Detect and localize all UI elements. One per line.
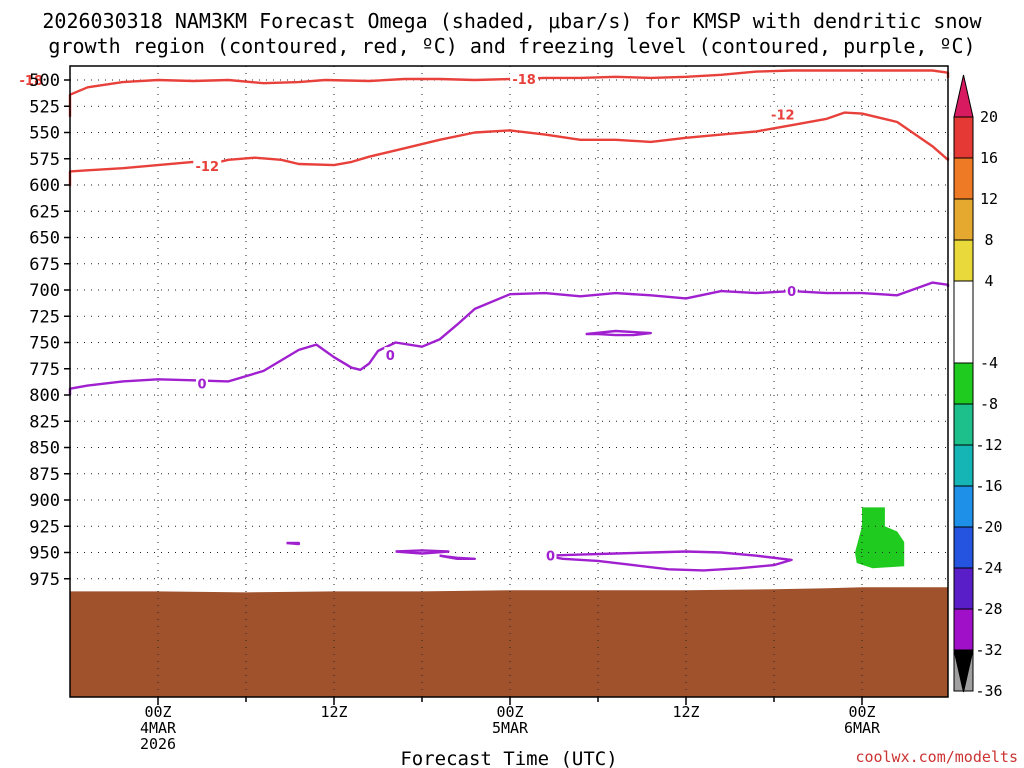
omega-region-green-lower-right xyxy=(855,507,905,569)
contour-minus18 xyxy=(68,69,950,117)
x-tick-label-0-2: 4MAR xyxy=(140,719,177,737)
contour-zero-near-surface xyxy=(544,550,793,572)
colorbar-bin-top xyxy=(953,74,974,118)
y-tick-label-500: 500 xyxy=(29,71,60,91)
y-tick-label-700: 700 xyxy=(29,281,60,301)
contour-label-minus12-0: -12 xyxy=(196,160,220,175)
colorbar-label-8: -16 xyxy=(975,477,1002,495)
colorbar-label-7: -12 xyxy=(975,436,1002,454)
surface-ground xyxy=(70,587,948,697)
contour-labels: -18 -18 -12 -12 0 0 0 0 xyxy=(17,70,798,565)
omega-shading xyxy=(855,507,905,569)
y-tick-label-600: 600 xyxy=(29,176,60,196)
y-tick-label-775: 775 xyxy=(29,360,60,380)
contour-label-bg-minus18-1 xyxy=(510,70,539,86)
contour-label-minus18-0: -18 xyxy=(20,74,44,89)
y-tick-label-675: 675 xyxy=(29,255,60,275)
colorbar-bin-1 xyxy=(953,116,974,159)
contour-label-bg-minus12-1 xyxy=(768,106,797,122)
contour-label-bg-zero-main-1 xyxy=(384,347,397,363)
contour-label-minus18-1: -18 xyxy=(512,73,536,88)
colorbar-label-2: 12 xyxy=(980,190,998,208)
y-tick-label-750: 750 xyxy=(29,334,60,354)
pressure-axis: 500 525 550 575 600 625 650 675 700 725 750 775 800 8… xyxy=(29,71,70,590)
colorbar-label-4: 4 xyxy=(984,272,993,290)
y-tick-label-825: 825 xyxy=(29,412,60,432)
colorbar-bin-8 xyxy=(953,444,974,487)
contour-zero-blob-d xyxy=(286,541,300,546)
colorbar-label-1: 16 xyxy=(980,149,998,167)
colorbar-bin-4 xyxy=(953,239,974,282)
y-tick-label-850: 850 xyxy=(29,439,60,459)
y-tick-label-950: 950 xyxy=(29,544,60,564)
colorbar-bin-12 xyxy=(953,608,974,651)
colorbar-label-9: -20 xyxy=(975,518,1002,536)
y-tick-label-575: 575 xyxy=(29,150,60,170)
colorbar-label-11: -28 xyxy=(975,600,1002,618)
colorbar-label-6: -8 xyxy=(980,395,998,413)
plot-frame xyxy=(69,65,949,698)
contour-label-minus12-1: -12 xyxy=(771,109,795,124)
y-tick-label-650: 650 xyxy=(29,229,60,249)
temperature-contours xyxy=(68,69,950,572)
x-tick-label-4-1: 00Z xyxy=(848,703,875,721)
colorbar-bin-6 xyxy=(953,362,974,405)
contour-label-zero-main-1: 0 xyxy=(386,349,395,364)
chart-title-line2: growth region (contoured, red, ºC) and f… xyxy=(48,34,975,58)
y-tick-label-925: 925 xyxy=(29,517,60,537)
colorbar-bin-10 xyxy=(953,526,974,569)
x-tick-label-0-1: 00Z xyxy=(144,703,171,721)
colorbar-label-12: -32 xyxy=(975,641,1002,659)
colorbar-label-10: -24 xyxy=(975,559,1002,577)
contour-label-zero-main-0: 0 xyxy=(197,377,206,392)
y-tick-label-725: 725 xyxy=(29,307,60,327)
colorbar-bin-2 xyxy=(953,157,974,200)
contour-label-bg-minus18-0 xyxy=(17,72,46,87)
x-tick-label-3-1: 12Z xyxy=(672,703,699,721)
credit-text: coolwx.com/modelts xyxy=(855,748,1018,766)
grid-lines xyxy=(70,66,948,697)
x-tick-label-2-1: 00Z xyxy=(496,703,523,721)
colorbar-label-5: -4 xyxy=(980,354,998,372)
colorbar-label-3: 8 xyxy=(984,231,993,249)
colorbar-bin-3 xyxy=(953,198,974,241)
colorbar-bin-11 xyxy=(953,567,974,610)
y-tick-label-900: 900 xyxy=(29,491,60,511)
contour-label-zero-near-surface-0: 0 xyxy=(546,550,555,565)
x-tick-label-0-3: 2026 xyxy=(140,735,176,753)
contour-minus12 xyxy=(68,111,950,187)
colorbar-bin-7 xyxy=(953,403,974,446)
contour-label-bg-zero-main-0 xyxy=(196,375,208,391)
colorbar-label-13: -36 xyxy=(975,682,1002,700)
contour-label-bg-zero-main-2 xyxy=(785,283,798,299)
colorbar-bin-bottom xyxy=(953,649,974,693)
x-tick-label-1-1: 12Z xyxy=(320,703,347,721)
contour-zero-blob-b xyxy=(395,549,450,555)
y-tick-label-875: 875 xyxy=(29,465,60,485)
y-tick-label-800: 800 xyxy=(29,386,60,406)
contour-label-bg-minus12-0 xyxy=(193,158,222,174)
chart-title-line1: 2026030318 NAM3KM Forecast Omega (shaded… xyxy=(42,9,982,33)
contour-zero-blob-c xyxy=(439,554,476,560)
colorbar-bin-9 xyxy=(953,485,974,528)
x-tick-label-4-2: 6MAR xyxy=(844,719,881,737)
colorbar-bin-5 xyxy=(953,280,974,364)
y-tick-label-625: 625 xyxy=(29,202,60,222)
surface-ground-fill xyxy=(70,587,948,697)
colorbar-label-0: 20 xyxy=(980,108,998,126)
y-tick-label-550: 550 xyxy=(29,124,60,144)
contour-zero-small-blob-a xyxy=(585,329,652,337)
contour-label-bg-zero-near-surface-0 xyxy=(544,547,557,563)
x-tick-label-2-2: 5MAR xyxy=(492,719,529,737)
x-axis-label: Forecast Time (UTC) xyxy=(400,748,617,768)
y-tick-label-975: 975 xyxy=(29,570,60,590)
y-tick-label-525: 525 xyxy=(29,97,60,117)
contour-label-zero-main-2: 0 xyxy=(787,285,796,300)
colorbar: 20 16 12 8 4 -4 -8 -12 -16 -20 -24 -28 -32 -36 xyxy=(953,74,1003,700)
